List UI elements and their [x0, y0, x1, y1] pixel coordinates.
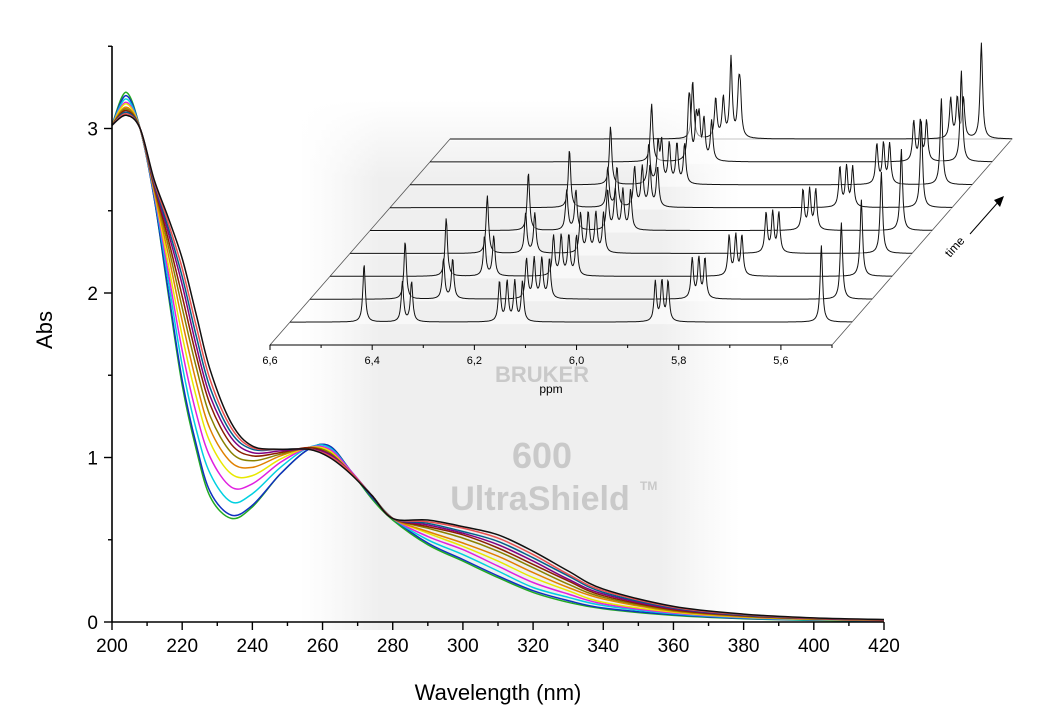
- nmr-spectrum-8: [430, 70, 992, 163]
- uv-series-line-4: [111, 101, 885, 622]
- nmr-spectrum-6: [390, 121, 953, 209]
- x-tick-label: 380: [728, 636, 760, 657]
- nmr-ppm-axis: 6,6 6,4 6,2 6,0 5,8 5,6: [262, 344, 833, 367]
- x-tick-label: 300: [447, 636, 479, 657]
- x-tick-label: 340: [587, 636, 619, 657]
- ppm-tick-label: 6,2: [467, 355, 482, 367]
- x-tick-label: 240: [237, 636, 269, 657]
- ppm-tick-label: 6,4: [365, 355, 380, 367]
- uv-series-line-2: [111, 94, 885, 622]
- nmr-spectrum-3: [330, 199, 893, 277]
- uv-series-line-12: [111, 114, 885, 621]
- x-tick-label: 220: [166, 636, 198, 657]
- ppm-tick-label: 6,0: [569, 355, 584, 367]
- uv-series-line-11: [111, 112, 885, 621]
- x-axis-label: Wavelength (nm): [415, 680, 582, 705]
- ppm-tick-label: 6,6: [262, 355, 277, 367]
- uv-chart: 200 220 240 260 280 300 320 340 360 380 400 420 0 1 2 3…: [32, 45, 900, 705]
- model-number-text: 600: [512, 435, 572, 476]
- y-axis-label: Abs: [32, 311, 57, 349]
- nmr-inset-chart: 6,6 6,4 6,2 6,0 5,8 5,6 ppm time: [262, 42, 1013, 396]
- spectrometer-backdrop: BRUKER 600 UltraShield TM: [300, 100, 740, 630]
- x-tick-label: 260: [307, 636, 339, 657]
- x-tick-label: 280: [377, 636, 409, 657]
- nmr-spectrum-5: [370, 148, 933, 231]
- nmr-spectra-group: [290, 42, 1012, 325]
- y-tick-label: 2: [87, 284, 98, 305]
- x-tick-label: 200: [96, 636, 128, 657]
- nmr-spectrum-fill-4: [350, 171, 912, 256]
- time-arrow-line: [969, 199, 1001, 235]
- nmr-spectrum-9: [450, 42, 1012, 140]
- ppm-tick-label: 5,8: [671, 355, 686, 367]
- uv-axes: 200 220 240 260 280 300 320 340 360 380 400 420 0 1 2 3: [87, 45, 900, 657]
- nmr-spectrum-4: [350, 171, 912, 254]
- y-tick-label: 3: [87, 120, 98, 141]
- time-arrow: time: [942, 196, 1004, 260]
- y-tick-label: 0: [87, 613, 98, 634]
- x-tick-label: 360: [658, 636, 690, 657]
- x-tick-label: 420: [868, 636, 900, 657]
- time-axis-label: time: [942, 234, 968, 260]
- y-tick-label: 1: [87, 449, 98, 470]
- nmr-spectrum-7: [410, 98, 973, 186]
- model-name-text: UltraShield: [450, 480, 629, 518]
- nmr-spectrum-fill-9: [450, 42, 1012, 142]
- x-tick-label: 400: [798, 636, 830, 657]
- backdrop-fade: [300, 100, 740, 630]
- nmr-spectrum-2: [310, 222, 872, 300]
- x-tick-label: 320: [517, 636, 549, 657]
- time-arrow-head: [994, 196, 1004, 207]
- nmr-spectrum-1: [290, 245, 852, 323]
- bruker-logo-text: BRUKER: [495, 362, 589, 387]
- ppm-tick-label: 5,6: [773, 355, 788, 367]
- nmr-spectrum-fill-8: [430, 70, 992, 164]
- trademark-text: TM: [640, 479, 657, 493]
- uv-series-line-3: [111, 98, 885, 622]
- uv-series-group: [111, 91, 885, 622]
- ppm-axis-label: ppm: [539, 382, 562, 396]
